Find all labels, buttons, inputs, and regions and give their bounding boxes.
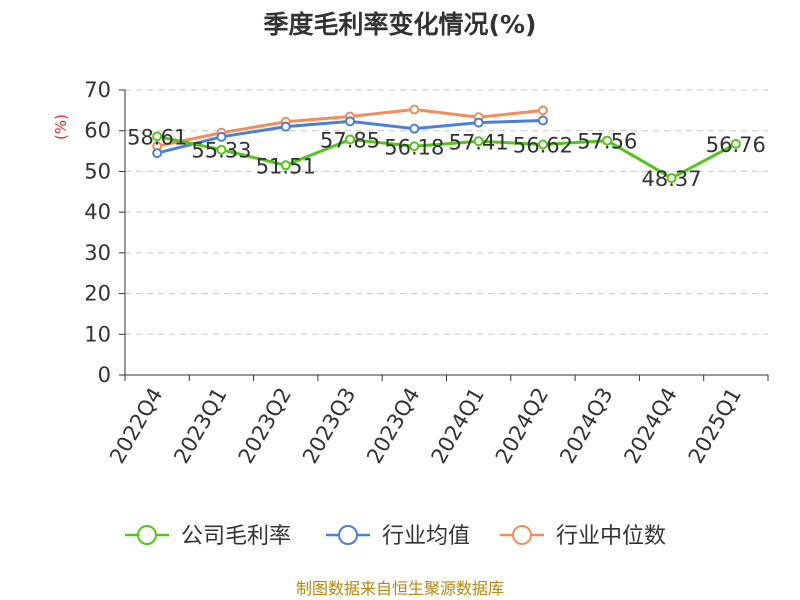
data-point xyxy=(666,173,677,184)
y-tick-label: 70 xyxy=(84,78,111,102)
y-tick-label: 40 xyxy=(84,200,111,224)
x-tick-label: 2023Q2 xyxy=(234,384,296,468)
legend-label: 行业中位数 xyxy=(556,524,666,549)
data-point xyxy=(409,104,420,115)
x-tick-label: 2023Q3 xyxy=(298,384,360,468)
source-note: 制图数据来自恒生聚源数据库 xyxy=(296,579,504,598)
data-point xyxy=(730,138,741,149)
data-point xyxy=(280,160,291,171)
legend-marker-icon xyxy=(338,525,358,545)
x-tick-label: 2024Q3 xyxy=(555,384,617,468)
data-label: 56.18 xyxy=(384,135,444,159)
legend-marker-icon xyxy=(512,525,532,545)
data-point xyxy=(473,117,484,128)
y-axis-unit: (%) xyxy=(52,114,70,140)
data-label: 55.33 xyxy=(191,139,251,163)
data-label: 57.41 xyxy=(449,130,509,154)
chart-title: 季度毛利率变化情况(%) xyxy=(264,10,537,39)
legend-item[interactable]: 公司毛利率 xyxy=(125,524,291,549)
data-label: 58.61 xyxy=(127,125,187,149)
x-tick-label: 2025Q1 xyxy=(684,384,746,468)
x-tick-label: 2024Q2 xyxy=(491,384,553,468)
y-tick-label: 20 xyxy=(84,282,111,306)
y-tick-label: 50 xyxy=(84,159,111,183)
data-point xyxy=(537,139,548,150)
x-tick-label: 2023Q4 xyxy=(362,384,424,468)
data-label: 57.56 xyxy=(577,130,637,154)
x-tick-label: 2024Q1 xyxy=(427,384,489,468)
data-label: 57.85 xyxy=(320,128,380,152)
y-tick-label: 30 xyxy=(84,241,111,265)
y-tick-label: 10 xyxy=(84,322,111,346)
legend-marker-icon xyxy=(137,525,157,545)
data-point xyxy=(409,123,420,134)
data-point xyxy=(537,105,548,116)
data-point xyxy=(473,136,484,147)
data-point xyxy=(345,134,356,145)
data-point xyxy=(152,148,163,159)
legend-item[interactable]: 行业均值 xyxy=(326,524,470,549)
legend[interactable]: 公司毛利率 行业均值 行业中位数 xyxy=(125,524,666,549)
data-label: 51.51 xyxy=(256,154,316,178)
data-point xyxy=(537,115,548,126)
legend-label: 行业均值 xyxy=(382,524,470,549)
legend-item[interactable]: 行业中位数 xyxy=(500,524,666,549)
data-point xyxy=(409,141,420,152)
data-point xyxy=(602,135,613,146)
data-point xyxy=(280,121,291,132)
data-point xyxy=(216,131,227,142)
series-line xyxy=(156,134,737,180)
data-label: 56.62 xyxy=(513,133,573,157)
x-tick-label: 2022Q4 xyxy=(105,384,167,468)
series-layer xyxy=(152,104,741,184)
x-tick-label: 2024Q4 xyxy=(619,384,681,468)
data-label: 56.76 xyxy=(706,133,766,157)
legend-label: 公司毛利率 xyxy=(181,524,291,549)
grid-lines xyxy=(125,89,768,335)
data-label: 48.37 xyxy=(641,167,701,191)
x-tick-label: 2023Q1 xyxy=(169,384,231,468)
data-point xyxy=(152,131,163,142)
data-point xyxy=(216,144,227,155)
data-point xyxy=(345,116,356,127)
y-tick-label: 0 xyxy=(98,363,111,387)
y-tick-label: 60 xyxy=(84,119,111,143)
